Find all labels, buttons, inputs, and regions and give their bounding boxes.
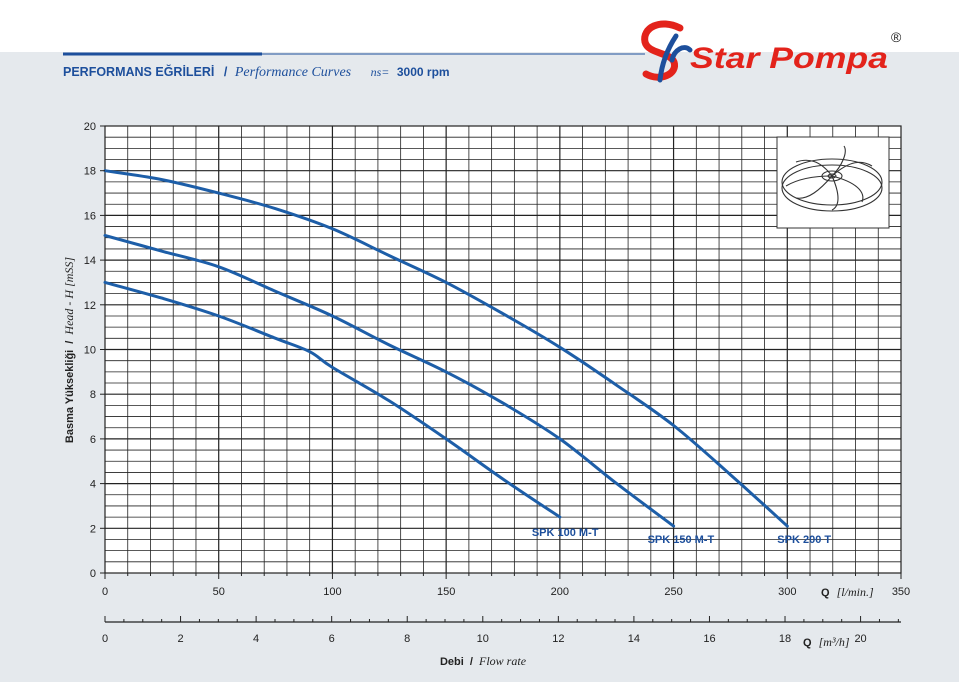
x-tick-label-m3h: 8: [404, 633, 410, 645]
x-axis-m3h-symbol: Q: [803, 637, 812, 649]
series-group: SPK 100 M-T SPK 150 M-T SPK 200 T: [103, 169, 831, 546]
x-tick-label-lpm: 200: [551, 586, 569, 598]
series-label-spk-100-m-t: SPK 100 M-T: [532, 527, 599, 539]
x-axis-title-separator: /: [470, 656, 473, 668]
x-axis-m3h: 0 2 4 6 8 10 12 14 16 18 20: [102, 616, 901, 645]
impeller-icon: [781, 145, 883, 212]
x-axis-lpm-unit: [l/min.]: [837, 585, 874, 599]
x-axis-title-tr: Debi: [440, 656, 464, 668]
brand-logo: Star Pompa ®: [641, 20, 902, 83]
y-tick-label: 0: [90, 568, 96, 580]
y-axis-title-tr: Basma Yüksekliği: [64, 350, 76, 443]
y-tick-label: 12: [84, 300, 96, 312]
speed-value: 3000 rpm: [397, 65, 450, 79]
x-tick-label-lpm: 100: [323, 586, 341, 598]
y-tick-label: 14: [84, 255, 96, 267]
chart-title: PERFORMANS EĞRİLERİ / Performance Curves…: [63, 64, 450, 80]
chart-title-en: Performance Curves: [234, 65, 352, 80]
chart-title-separator: /: [224, 65, 228, 79]
brand-mark-icon: [641, 20, 693, 83]
x-axis-title-en: Flow rate: [478, 654, 527, 668]
y-tick-label: 6: [90, 434, 96, 446]
x-tick-label-m3h: 0: [102, 633, 108, 645]
x-tick-label-lpm: 150: [437, 586, 455, 598]
x-tick-label-lpm: 50: [213, 586, 225, 598]
x-tick-label-m3h: 12: [552, 633, 564, 645]
x-axis-lpm: 0 50 100 150 200 250 300 350: [102, 573, 910, 598]
x-tick-label-lpm: 300: [778, 586, 796, 598]
x-tick-label-m3h: 10: [477, 633, 489, 645]
x-tick-label-m3h: 18: [779, 633, 791, 645]
brand-registered-mark: ®: [891, 29, 902, 45]
x-tick-label-m3h: 14: [628, 633, 640, 645]
series-curve-spk-200-t: [103, 169, 789, 528]
y-tick-label: 10: [84, 345, 96, 357]
y-tick-label: 2: [90, 523, 96, 535]
x-tick-label-lpm: 250: [664, 586, 682, 598]
y-tick-label: 18: [84, 166, 96, 178]
y-axis-title-en: Head - H [mSS]: [62, 257, 76, 336]
x-tick-label-m3h: 16: [703, 633, 715, 645]
y-axis-title: Basma Yüksekliği / Head - H [mSS]: [62, 257, 76, 444]
series-label-spk-150-m-t: SPK 150 M-T: [648, 534, 715, 546]
x-axis-lpm-symbol: Q: [821, 587, 830, 599]
series-label-spk-200-t: SPK 200 T: [777, 534, 831, 546]
x-axis-lpm-label: Q [l/min.]: [821, 585, 874, 599]
y-tick-label: 16: [84, 210, 96, 222]
x-tick-label-m3h: 4: [253, 633, 259, 645]
y-tick-label: 4: [90, 479, 96, 491]
series-curve-spk-100-m-t: [103, 280, 562, 519]
series-curve-spk-150-m-t: [103, 234, 676, 528]
plot-grid: [105, 126, 901, 573]
x-tick-label-lpm: 350: [892, 586, 910, 598]
y-tick-label: 8: [90, 389, 96, 401]
x-tick-label-m3h: 6: [329, 633, 335, 645]
y-axis-title-separator: /: [64, 341, 76, 344]
y-tick-label: 20: [84, 121, 96, 133]
chart-title-tr: PERFORMANS EĞRİLERİ: [63, 64, 214, 79]
x-tick-label-m3h: 20: [854, 633, 866, 645]
x-axis-m3h-unit: [m³/h]: [819, 635, 850, 649]
brand-name: Star Pompa: [690, 42, 888, 75]
x-axis-title: Debi / Flow rate: [440, 654, 527, 668]
x-tick-label-m3h: 2: [177, 633, 183, 645]
y-axis: 0 2 4 6 8 10 12 14 16 18 20: [84, 121, 105, 580]
impeller-inset: [776, 136, 890, 229]
x-axis-m3h-label: Q [m³/h]: [803, 635, 850, 649]
speed-symbol: ns=: [371, 65, 390, 79]
x-tick-label-lpm: 0: [102, 586, 108, 598]
